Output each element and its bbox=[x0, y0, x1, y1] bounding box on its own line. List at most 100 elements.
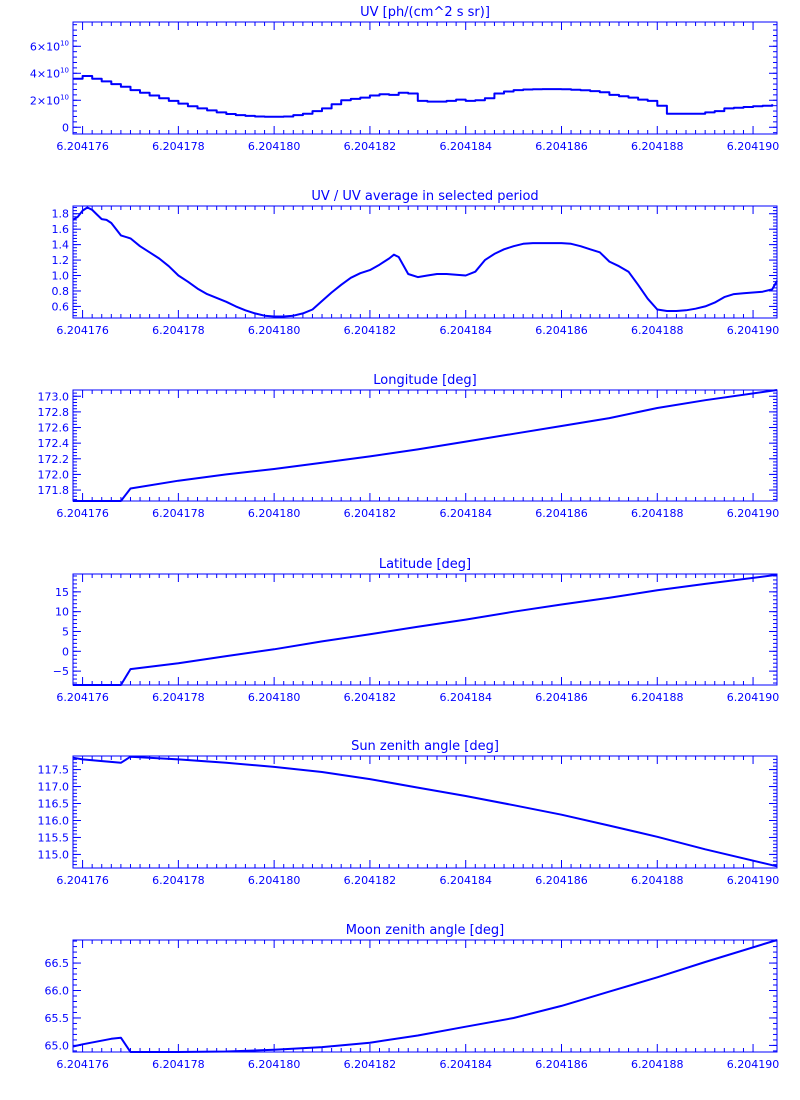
x-tick-label: 6.204184 bbox=[439, 507, 492, 520]
x-tick-label: 6.204182 bbox=[344, 874, 397, 887]
y-tick-label: 65.0 bbox=[45, 1039, 70, 1052]
x-tick-label: 6.204176 bbox=[56, 874, 109, 887]
x-tick-label: 6.204184 bbox=[439, 1058, 492, 1071]
x-tick-label: 6.204184 bbox=[439, 140, 492, 153]
series-line bbox=[72, 939, 778, 1053]
chart-title: Sun zenith angle [deg] bbox=[351, 739, 499, 754]
x-tick-label: 6.204180 bbox=[248, 691, 301, 704]
x-tick-label: 6.204176 bbox=[56, 1058, 109, 1071]
x-tick-label: 6.204190 bbox=[727, 324, 780, 337]
y-tick-label-exponent: 10 bbox=[60, 39, 69, 47]
chart-panel-4: Latitude [deg] 6.204176 6.204178 6.204180 6.… bbox=[53, 557, 780, 704]
y-tick-label: 0.8 bbox=[52, 285, 70, 298]
y-tick-label-base: 6×10 bbox=[30, 40, 60, 53]
x-tick-label: 6.204182 bbox=[344, 507, 397, 520]
y-tick-label: 117.5 bbox=[38, 764, 70, 777]
y-tick-label: 4×1010 bbox=[30, 66, 69, 80]
series-line bbox=[73, 75, 774, 118]
x-tick-label: 6.204180 bbox=[248, 324, 301, 337]
x-tick-label: 6.204188 bbox=[631, 324, 684, 337]
x-tick-label: 6.204186 bbox=[535, 507, 588, 520]
plot-frame bbox=[72, 205, 778, 319]
y-tick-label: 172.0 bbox=[38, 468, 70, 481]
y-tick-label: 172.4 bbox=[38, 437, 70, 450]
y-tick-label: −5 bbox=[53, 665, 69, 678]
y-tick-label: 66.5 bbox=[45, 957, 70, 970]
x-tick-label: 6.204184 bbox=[439, 324, 492, 337]
y-tick-label: 1.2 bbox=[52, 254, 70, 267]
y-tick-label: 115.5 bbox=[38, 831, 70, 844]
y-tick-label: 1.0 bbox=[52, 270, 70, 283]
chart-title: Latitude [deg] bbox=[379, 557, 471, 572]
x-tick-label: 6.204190 bbox=[727, 1058, 780, 1071]
y-tick-label: 172.2 bbox=[38, 453, 70, 466]
chart-panel-2: UV / UV average in selected period 6.2041… bbox=[52, 189, 780, 337]
y-tick-label: 0.6 bbox=[52, 300, 70, 313]
plot-frame bbox=[72, 389, 778, 502]
x-tick-label: 6.204180 bbox=[248, 507, 301, 520]
x-tick-label: 6.204178 bbox=[152, 874, 205, 887]
y-tick-label: 10 bbox=[55, 606, 69, 619]
y-tick-label: 173.0 bbox=[38, 390, 70, 403]
x-tick-label: 6.204188 bbox=[631, 691, 684, 704]
y-tick-label: 115.0 bbox=[38, 848, 70, 861]
y-tick-label: 1.4 bbox=[52, 239, 70, 252]
y-tick-label-base: 4×10 bbox=[30, 67, 60, 80]
chart-title: UV [ph/(cm^2 s sr)] bbox=[360, 5, 490, 20]
chart-panel-3: Longitude [deg] 6.204176 6.204178 6.204180 6… bbox=[38, 373, 780, 520]
y-tick-label: 117.0 bbox=[38, 781, 70, 794]
x-tick-label: 6.204176 bbox=[56, 691, 109, 704]
x-tick-label: 6.204186 bbox=[535, 324, 588, 337]
x-tick-label: 6.204178 bbox=[152, 507, 205, 520]
x-tick-label: 6.204178 bbox=[152, 324, 205, 337]
x-tick-label: 6.204190 bbox=[727, 874, 780, 887]
x-tick-label: 6.204182 bbox=[344, 140, 397, 153]
chart-title: Moon zenith angle [deg] bbox=[346, 923, 504, 938]
y-tick-label: 172.8 bbox=[38, 406, 70, 419]
x-tick-label: 6.204188 bbox=[631, 140, 684, 153]
series-line bbox=[73, 389, 778, 502]
chart-panel-6: Moon zenith angle [deg] 6.204176 6.204178 6… bbox=[45, 923, 780, 1071]
chart-panel-5: Sun zenith angle [deg] 6.204176 6.204178 6.… bbox=[38, 739, 780, 887]
chart-panel-1: UV [ph/(cm^2 s sr)] 6.204176 6.204178 6.204… bbox=[30, 5, 779, 153]
x-tick-label: 6.204190 bbox=[727, 691, 780, 704]
plot-frame bbox=[72, 21, 778, 135]
x-tick-label: 6.204182 bbox=[344, 324, 397, 337]
chart-title: Longitude [deg] bbox=[373, 373, 476, 388]
x-tick-label: 6.204188 bbox=[631, 1058, 684, 1071]
x-tick-label: 6.204182 bbox=[344, 1058, 397, 1071]
x-tick-label: 6.204180 bbox=[248, 140, 301, 153]
x-tick-label: 6.204178 bbox=[152, 1058, 205, 1071]
y-tick-label-exponent: 10 bbox=[60, 93, 69, 101]
x-tick-label: 6.204178 bbox=[152, 140, 205, 153]
y-tick-label: 116.5 bbox=[38, 798, 70, 811]
x-tick-label: 6.204190 bbox=[727, 507, 780, 520]
x-tick-label: 6.204186 bbox=[535, 691, 588, 704]
y-tick-label: 172.6 bbox=[38, 422, 70, 435]
x-tick-label: 6.204186 bbox=[535, 874, 588, 887]
y-tick-label: 0 bbox=[62, 121, 69, 134]
y-tick-label: 66.0 bbox=[45, 985, 70, 998]
x-tick-label: 6.204186 bbox=[535, 1058, 588, 1071]
y-tick-label-base: 0 bbox=[62, 121, 69, 134]
y-tick-label-exponent: 10 bbox=[60, 66, 69, 74]
x-tick-label: 6.204184 bbox=[439, 691, 492, 704]
y-tick-label: 15 bbox=[55, 586, 69, 599]
x-tick-label: 6.204186 bbox=[535, 140, 588, 153]
y-tick-label: 116.0 bbox=[38, 814, 70, 827]
series-line bbox=[73, 573, 778, 686]
x-tick-label: 6.204176 bbox=[56, 140, 109, 153]
plot-frame bbox=[72, 755, 778, 869]
x-tick-label: 6.204188 bbox=[631, 507, 684, 520]
y-tick-label: 2×1010 bbox=[30, 93, 69, 107]
x-tick-label: 6.204182 bbox=[344, 691, 397, 704]
series-line bbox=[72, 206, 778, 318]
y-tick-label: 65.5 bbox=[45, 1012, 70, 1025]
plot-frame bbox=[72, 573, 778, 686]
y-tick-label: 1.6 bbox=[52, 223, 70, 236]
x-tick-label: 6.204190 bbox=[727, 140, 780, 153]
y-tick-label: 171.8 bbox=[38, 484, 70, 497]
x-tick-label: 6.204176 bbox=[56, 324, 109, 337]
plot-frame bbox=[72, 939, 778, 1053]
